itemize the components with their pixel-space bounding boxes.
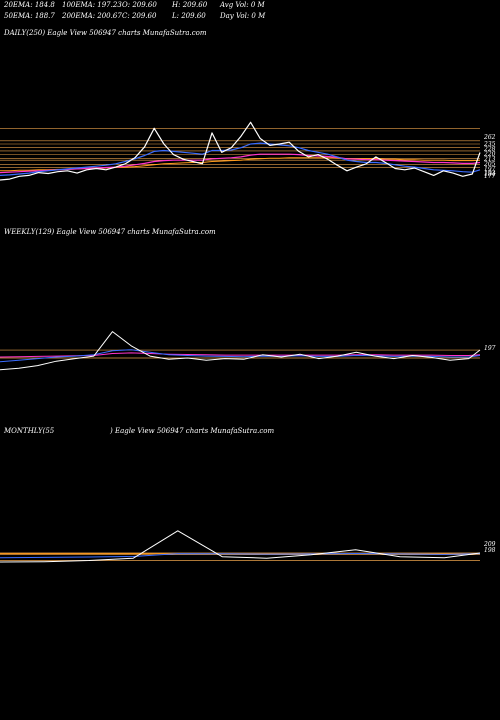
daily-panel-title: DAILY(250) Eagle View 506947 charts Muna…: [4, 29, 207, 37]
weekly-level-label-0: 197: [484, 345, 496, 352]
daily-level-label-4: 213: [483, 156, 496, 163]
weekly-price-line: [0, 331, 481, 371]
daily-level-label-5: 205: [483, 161, 496, 168]
daily-ema-magenta-line: [0, 153, 481, 174]
daily-ema-blue-line: [0, 142, 481, 176]
ema50-label: 50EMA: 188.7: [4, 12, 55, 20]
weekly-panel-title: WEEKLY(129) Eagle View 506947 charts Mun…: [4, 228, 216, 236]
daily-level-label-1: 235: [483, 141, 496, 148]
avg-vol-label: Avg Vol: 0 M: [220, 1, 265, 9]
daily-level-label-3: 220: [483, 151, 496, 158]
monthly-panel-title-left: MONTHLY(55: [4, 427, 55, 435]
high-label: H: 209.60: [172, 1, 208, 9]
daily-level-label-8: 184: [484, 171, 496, 178]
monthly-ema-blue-line: [0, 553, 481, 559]
monthly-panel-title-right: ) Eagle View 506947 charts MunafaSutra.c…: [110, 427, 275, 435]
daily-level-label-2: 228: [483, 146, 496, 153]
monthly-price-line: [0, 530, 481, 563]
close-label: C: 209.60: [122, 12, 157, 20]
daily-level-label-6: 197: [484, 166, 496, 173]
monthly-level-label-0: 209: [483, 541, 496, 548]
daily-level-label-9: 177: [484, 173, 496, 180]
low-label: L: 209.60: [172, 12, 206, 20]
daily-level-label-0: 262: [483, 134, 496, 141]
daily-price-line: [0, 121, 481, 181]
ema100-label: 100EMA: 197.23: [62, 1, 122, 9]
day-vol-label: Day Vol: 0 M: [220, 12, 266, 20]
daily-level-label-7: 193: [484, 170, 496, 177]
ema20-label: 20EMA: 184.8: [4, 1, 55, 9]
monthly-level-label-1: 198: [484, 547, 496, 554]
ema200-label: 200EMA: 200.67: [62, 12, 122, 20]
open-label: O: 209.60: [122, 1, 157, 9]
